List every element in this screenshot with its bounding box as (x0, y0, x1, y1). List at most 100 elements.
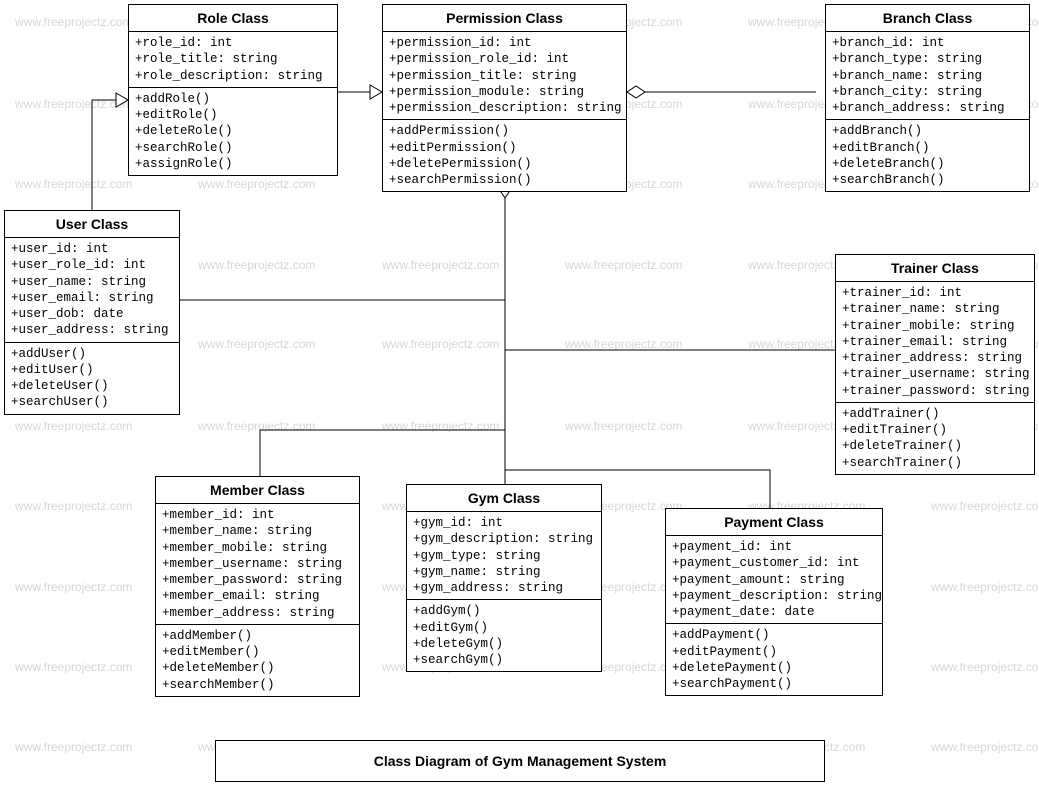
class-line: +searchGym() (413, 652, 595, 668)
class-methods: +addMember()+editMember()+deleteMember()… (156, 625, 359, 696)
class-line: +user_role_id: int (11, 257, 173, 273)
class-line: +deletePayment() (672, 660, 876, 676)
class-line: +searchTrainer() (842, 455, 1028, 471)
class-line: +editRole() (135, 107, 331, 123)
class-line: +branch_id: int (832, 35, 1023, 51)
class-attrs: +permission_id: int+permission_role_id: … (383, 32, 626, 120)
class-attrs: +payment_id: int+payment_customer_id: in… (666, 536, 882, 624)
class-title: Trainer Class (836, 255, 1034, 282)
class-title: Branch Class (826, 5, 1029, 32)
class-line: +addGym() (413, 603, 595, 619)
class-methods: +addUser()+editUser()+deleteUser()+searc… (5, 343, 179, 414)
class-trainer: Trainer Class +trainer_id: int+trainer_n… (835, 254, 1035, 475)
class-title: Role Class (129, 5, 337, 32)
class-line: +payment_description: string (672, 588, 876, 604)
caption-text: Class Diagram of Gym Management System (374, 753, 667, 769)
class-line: +searchPayment() (672, 676, 876, 692)
class-line: +editBranch() (832, 140, 1023, 156)
class-line: +trainer_username: string (842, 366, 1028, 382)
class-line: +payment_id: int (672, 539, 876, 555)
class-line: +trainer_name: string (842, 301, 1028, 317)
class-payment: Payment Class +payment_id: int+payment_c… (665, 508, 883, 696)
class-line: +payment_customer_id: int (672, 555, 876, 571)
class-line: +member_email: string (162, 588, 353, 604)
class-title: Member Class (156, 477, 359, 504)
class-line: +addTrainer() (842, 406, 1028, 422)
class-methods: +addPermission()+editPermission()+delete… (383, 120, 626, 191)
class-line: +addUser() (11, 346, 173, 362)
class-line: +searchRole() (135, 140, 331, 156)
class-line: +deleteTrainer() (842, 438, 1028, 454)
class-line: +editPayment() (672, 644, 876, 660)
class-line: +role_title: string (135, 51, 331, 67)
class-title: Gym Class (407, 485, 601, 512)
class-line: +user_dob: date (11, 306, 173, 322)
class-attrs: +branch_id: int+branch_type: string+bran… (826, 32, 1029, 120)
class-user: User Class +user_id: int+user_role_id: i… (4, 210, 180, 415)
class-branch: Branch Class +branch_id: int+branch_type… (825, 4, 1030, 192)
class-line: +editUser() (11, 362, 173, 378)
class-gym: Gym Class +gym_id: int+gym_description: … (406, 484, 602, 672)
class-attrs: +member_id: int+member_name: string+memb… (156, 504, 359, 625)
class-role: Role Class +role_id: int+role_title: str… (128, 4, 338, 176)
class-line: +gym_type: string (413, 548, 595, 564)
class-methods: +addPayment()+editPayment()+deletePaymen… (666, 624, 882, 695)
class-line: +permission_id: int (389, 35, 620, 51)
class-line: +searchUser() (11, 394, 173, 410)
class-line: +user_id: int (11, 241, 173, 257)
class-line: +gym_description: string (413, 531, 595, 547)
class-line: +deleteMember() (162, 660, 353, 676)
class-line: +member_password: string (162, 572, 353, 588)
class-line: +branch_type: string (832, 51, 1023, 67)
class-line: +addPayment() (672, 627, 876, 643)
class-line: +user_name: string (11, 274, 173, 290)
class-attrs: +user_id: int+user_role_id: int+user_nam… (5, 238, 179, 343)
class-line: +deleteGym() (413, 636, 595, 652)
class-line: +deleteUser() (11, 378, 173, 394)
class-attrs: +trainer_id: int+trainer_name: string+tr… (836, 282, 1034, 403)
class-line: +editMember() (162, 644, 353, 660)
class-line: +payment_date: date (672, 604, 876, 620)
class-line: +member_mobile: string (162, 540, 353, 556)
class-line: +payment_amount: string (672, 572, 876, 588)
class-line: +deletePermission() (389, 156, 620, 172)
class-line: +gym_name: string (413, 564, 595, 580)
class-attrs: +gym_id: int+gym_description: string+gym… (407, 512, 601, 600)
class-line: +user_address: string (11, 322, 173, 338)
class-line: +addMember() (162, 628, 353, 644)
class-line: +editPermission() (389, 140, 620, 156)
class-methods: +addGym()+editGym()+deleteGym()+searchGy… (407, 600, 601, 671)
class-line: +branch_address: string (832, 100, 1023, 116)
diagram-canvas: Role Class +role_id: int+role_title: str… (0, 0, 1039, 792)
class-line: +trainer_email: string (842, 334, 1028, 350)
class-line: +gym_address: string (413, 580, 595, 596)
class-methods: +addTrainer()+editTrainer()+deleteTraine… (836, 403, 1034, 474)
class-line: +addPermission() (389, 123, 620, 139)
class-line: +addBranch() (832, 123, 1023, 139)
class-line: +member_address: string (162, 605, 353, 621)
class-line: +role_description: string (135, 68, 331, 84)
class-line: +permission_description: string (389, 100, 620, 116)
class-attrs: +role_id: int+role_title: string+role_de… (129, 32, 337, 88)
class-line: +searchMember() (162, 677, 353, 693)
class-line: +deleteBranch() (832, 156, 1023, 172)
class-member: Member Class +member_id: int+member_name… (155, 476, 360, 697)
class-title: Payment Class (666, 509, 882, 536)
class-line: +branch_name: string (832, 68, 1023, 84)
class-line: +deleteRole() (135, 123, 331, 139)
class-line: +trainer_id: int (842, 285, 1028, 301)
diagram-caption: Class Diagram of Gym Management System (215, 740, 825, 782)
class-line: +assignRole() (135, 156, 331, 172)
class-line: +user_email: string (11, 290, 173, 306)
class-methods: +addRole()+editRole()+deleteRole()+searc… (129, 88, 337, 175)
class-permission: Permission Class +permission_id: int+per… (382, 4, 627, 192)
class-line: +searchPermission() (389, 172, 620, 188)
class-line: +addRole() (135, 91, 331, 107)
class-title: Permission Class (383, 5, 626, 32)
class-line: +trainer_mobile: string (842, 318, 1028, 334)
class-line: +member_name: string (162, 523, 353, 539)
class-line: +branch_city: string (832, 84, 1023, 100)
class-title: User Class (5, 211, 179, 238)
class-line: +role_id: int (135, 35, 331, 51)
class-line: +editGym() (413, 620, 595, 636)
